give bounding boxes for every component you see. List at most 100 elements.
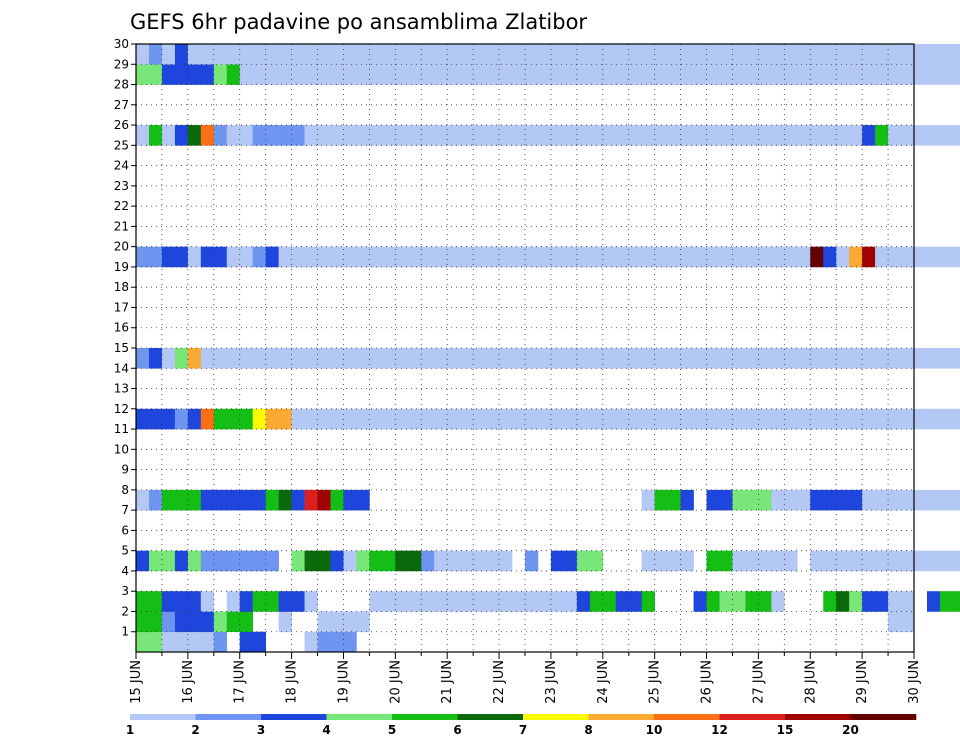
- y-tick-label: 14: [114, 361, 129, 375]
- heatmap-cell: [952, 489, 960, 511]
- colorbar-swatch: [719, 714, 786, 720]
- heatmap-cell: [758, 125, 772, 146]
- heatmap-cell: [654, 550, 668, 572]
- heatmap-cell: [745, 44, 759, 65]
- heatmap-cell: [330, 246, 344, 268]
- heatmap-cell: [356, 64, 370, 85]
- heatmap-cell: [758, 408, 772, 430]
- heatmap-cell: [745, 246, 759, 268]
- heatmap-cell: [771, 408, 785, 430]
- heatmap-cell: [512, 44, 526, 65]
- heatmap-cell: [719, 408, 733, 430]
- heatmap-cell: [693, 408, 707, 430]
- heatmap-cell: [304, 125, 318, 146]
- heatmap-cell: [395, 348, 409, 369]
- heatmap-cell: [161, 348, 176, 369]
- heatmap-cell: [226, 64, 241, 85]
- heatmap-cell: [693, 246, 707, 268]
- heatmap-cell: [136, 550, 150, 572]
- heatmap-cell: [434, 125, 448, 146]
- heatmap-cell: [174, 591, 189, 612]
- heatmap-cell: [654, 348, 668, 369]
- heatmap-cell: [395, 550, 409, 572]
- heatmap-cell: [836, 64, 850, 85]
- heatmap-cell: [732, 550, 746, 572]
- heatmap-cell: [849, 64, 863, 85]
- heatmap-cell: [680, 64, 694, 85]
- heatmap-cell: [602, 125, 617, 146]
- x-tick-label: 24 JUN: [596, 660, 611, 704]
- heatmap-cell: [317, 348, 331, 369]
- heatmap-cell: [265, 246, 279, 268]
- heatmap-cell: [615, 591, 630, 612]
- heatmap-cell: [278, 611, 292, 633]
- heatmap-cell: [421, 64, 435, 85]
- heatmap-cell: [369, 64, 383, 85]
- heatmap-cell: [939, 550, 954, 572]
- heatmap-cell: [926, 408, 941, 430]
- heatmap-cell: [291, 246, 305, 268]
- heatmap-cell: [550, 64, 565, 85]
- heatmap-cell: [317, 44, 331, 65]
- heatmap-cell: [771, 64, 785, 85]
- heatmap-cell: [901, 348, 915, 369]
- heatmap-cell: [239, 125, 253, 146]
- y-tick-label: 29: [114, 57, 129, 71]
- heatmap-cell: [382, 408, 396, 430]
- heatmap-cell: [161, 591, 176, 612]
- heatmap-cell: [278, 44, 292, 65]
- heatmap-cell: [382, 246, 396, 268]
- heatmap-cell: [317, 408, 331, 430]
- x-tick-label: 29 JUN: [855, 660, 870, 704]
- x-tick-label: 23 JUN: [544, 660, 559, 704]
- heatmap-cell: [952, 44, 960, 65]
- y-tick-label: 5: [121, 544, 129, 558]
- heatmap-cell: [200, 408, 215, 430]
- x-tick-label: 16 JUN: [181, 660, 196, 704]
- heatmap-cell: [252, 489, 266, 511]
- heatmap-cell: [200, 44, 215, 65]
- heatmap-cell: [512, 246, 526, 268]
- heatmap-cell: [589, 591, 604, 612]
- heatmap-cell: [888, 550, 902, 572]
- heatmap-cell: [589, 348, 604, 369]
- heatmap-cell: [317, 246, 331, 268]
- y-tick-label: 21: [114, 219, 129, 233]
- heatmap-cell: [499, 408, 513, 430]
- y-tick-label: 17: [114, 300, 129, 314]
- heatmap-cell: [862, 408, 876, 430]
- heatmap-cell: [291, 125, 305, 146]
- heatmap-cell: [200, 64, 215, 85]
- heatmap-cell: [486, 550, 500, 572]
- heatmap-cell: [810, 348, 824, 369]
- colorbar-label: 7: [519, 723, 527, 737]
- heatmap-cell: [888, 348, 902, 369]
- heatmap-cell: [460, 64, 474, 85]
- heatmap-cell: [148, 611, 163, 633]
- heatmap-cell: [849, 591, 863, 612]
- heatmap-cell: [460, 408, 474, 430]
- heatmap-cell: [356, 489, 370, 511]
- x-tick-label: 28 JUN: [803, 660, 818, 704]
- colorbar-label: 20: [842, 723, 859, 737]
- heatmap-cell: [447, 44, 461, 65]
- heatmap-cell: [823, 550, 837, 572]
- heatmap-cell: [473, 246, 487, 268]
- y-tick-label: 22: [114, 199, 129, 213]
- heatmap-cell: [434, 246, 448, 268]
- heatmap-cell: [550, 348, 565, 369]
- heatmap-cell: [174, 489, 189, 511]
- heatmap-cell: [810, 44, 824, 65]
- heatmap-cell: [304, 348, 318, 369]
- y-tick-label: 18: [114, 280, 129, 294]
- heatmap-cell: [330, 408, 344, 430]
- heatmap-cell: [719, 591, 733, 612]
- heatmap-cell: [602, 64, 617, 85]
- heatmap-cell: [952, 64, 960, 85]
- heatmap-cell: [304, 246, 318, 268]
- x-axis: 15 JUN 16 JUN 17 JUN 18 JUN 19 JUN 20 JUN 21 J…: [129, 652, 922, 704]
- heatmap-cell: [317, 125, 331, 146]
- heatmap-cell: [875, 550, 889, 572]
- heatmap-cell: [187, 489, 202, 511]
- heatmap-cell: [278, 246, 292, 268]
